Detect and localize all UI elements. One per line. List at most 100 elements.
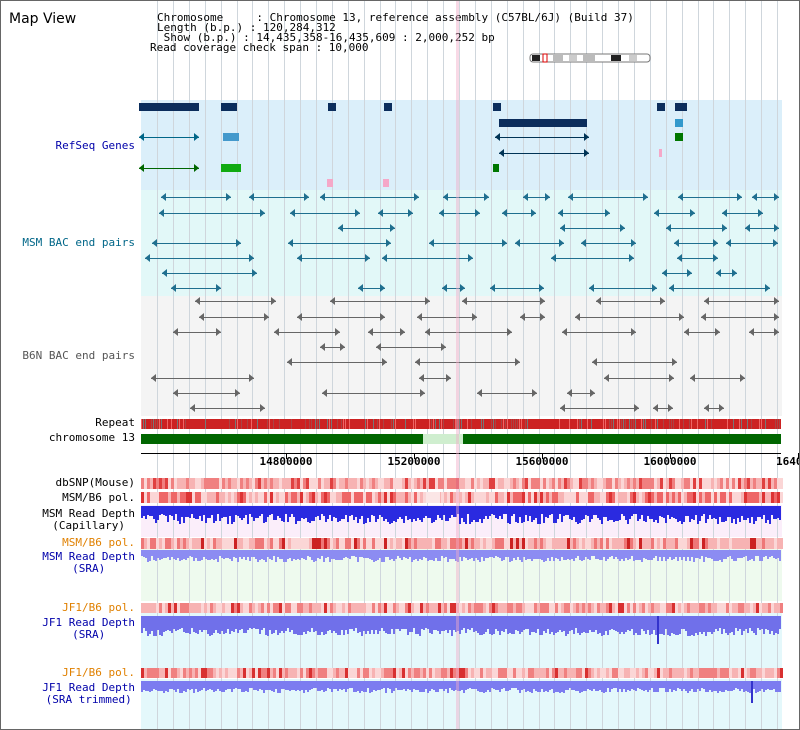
bac-end-pair[interactable] xyxy=(378,213,413,214)
gene-feature[interactable] xyxy=(221,164,241,172)
gene-feature[interactable] xyxy=(495,137,589,138)
bac-end-pair[interactable] xyxy=(726,243,778,244)
bac-end-pair[interactable] xyxy=(162,273,257,274)
gene-feature[interactable] xyxy=(139,168,199,169)
gene-feature[interactable] xyxy=(221,103,237,111)
bac-end-pair[interactable] xyxy=(288,243,391,244)
msm-b6-pol-track-1[interactable] xyxy=(141,492,783,503)
bac-end-pair[interactable] xyxy=(443,197,489,198)
bac-end-pair[interactable] xyxy=(297,258,370,259)
gene-feature[interactable] xyxy=(675,133,683,141)
bac-end-pair[interactable] xyxy=(159,213,265,214)
bac-end-pair[interactable] xyxy=(429,243,507,244)
bac-end-pair[interactable] xyxy=(171,288,221,289)
jf1-read-depth-trim-track[interactable] xyxy=(141,681,781,703)
bac-end-pair[interactable] xyxy=(249,197,309,198)
jf1-b6-pol-track-1[interactable] xyxy=(141,603,783,613)
bac-end-pair[interactable] xyxy=(701,317,779,318)
bac-end-pair[interactable] xyxy=(745,228,779,229)
bac-end-pair[interactable] xyxy=(596,301,665,302)
bac-end-pair[interactable] xyxy=(654,213,695,214)
gene-feature[interactable] xyxy=(493,164,499,172)
gene-feature[interactable] xyxy=(328,103,336,111)
bac-end-pair[interactable] xyxy=(415,362,520,363)
bac-end-pair[interactable] xyxy=(677,258,718,259)
bac-end-pair[interactable] xyxy=(575,317,684,318)
bac-end-pair[interactable] xyxy=(368,332,405,333)
bac-end-pair[interactable] xyxy=(417,317,477,318)
bac-end-pair[interactable] xyxy=(523,197,550,198)
bac-end-pair[interactable] xyxy=(520,317,545,318)
msm-read-depth-cap-track[interactable] xyxy=(141,506,781,524)
bac-end-pair[interactable] xyxy=(290,213,360,214)
bac-end-pair[interactable] xyxy=(560,228,625,229)
bac-end-pair[interactable] xyxy=(297,317,385,318)
gene-feature[interactable] xyxy=(139,137,199,138)
gene-feature[interactable] xyxy=(659,149,662,157)
gene-feature[interactable] xyxy=(384,103,392,111)
bac-end-pair[interactable] xyxy=(716,273,737,274)
bac-end-pair[interactable] xyxy=(322,393,425,394)
bac-end-pair[interactable] xyxy=(145,258,254,259)
bac-end-pair[interactable] xyxy=(195,301,276,302)
bac-end-pair[interactable] xyxy=(589,288,657,289)
bac-end-pair[interactable] xyxy=(320,347,345,348)
bac-end-pair[interactable] xyxy=(515,243,564,244)
bac-end-pair[interactable] xyxy=(653,408,673,409)
bac-end-pair[interactable] xyxy=(551,258,634,259)
bac-end-pair[interactable] xyxy=(173,393,240,394)
bac-end-pair[interactable] xyxy=(287,362,387,363)
bac-end-pair[interactable] xyxy=(678,197,742,198)
bac-end-pair[interactable] xyxy=(568,197,648,198)
bac-end-pair[interactable] xyxy=(151,378,254,379)
bac-end-pair[interactable] xyxy=(604,378,674,379)
repeat-track[interactable] xyxy=(141,419,781,429)
refseq-genes-label[interactable]: RefSeq Genes xyxy=(55,139,135,152)
bac-end-pair[interactable] xyxy=(666,228,727,229)
bac-end-pair[interactable] xyxy=(567,393,595,394)
bac-end-pair[interactable] xyxy=(382,258,473,259)
bac-end-pair[interactable] xyxy=(562,332,636,333)
bac-end-pair[interactable] xyxy=(173,332,221,333)
gene-feature[interactable] xyxy=(657,103,665,111)
gene-feature[interactable] xyxy=(493,103,501,111)
bac-end-pair[interactable] xyxy=(752,197,779,198)
bac-end-pair[interactable] xyxy=(662,273,692,274)
jf1-read-depth-sra-track[interactable] xyxy=(141,616,781,644)
bac-end-pair[interactable] xyxy=(704,301,779,302)
gene-feature[interactable] xyxy=(499,119,587,127)
bac-end-pair[interactable] xyxy=(419,378,451,379)
jf1-b6-pol-track-2[interactable] xyxy=(141,668,783,678)
chromosome-ideogram[interactable] xyxy=(529,53,651,63)
bac-end-pair[interactable] xyxy=(560,408,639,409)
bac-end-pair[interactable] xyxy=(704,408,724,409)
bac-end-pair[interactable] xyxy=(502,213,536,214)
bac-end-pair[interactable] xyxy=(490,288,544,289)
gene-feature[interactable] xyxy=(675,119,683,127)
msm-b6-pol-track-2[interactable] xyxy=(141,538,783,549)
bac-end-pair[interactable] xyxy=(581,243,636,244)
gene-feature[interactable] xyxy=(383,179,389,187)
bac-end-pair[interactable] xyxy=(722,213,763,214)
bac-end-pair[interactable] xyxy=(669,288,770,289)
bac-end-pair[interactable] xyxy=(462,301,545,302)
bac-end-pair[interactable] xyxy=(320,197,419,198)
bac-end-pair[interactable] xyxy=(749,332,779,333)
bac-end-pair[interactable] xyxy=(558,213,610,214)
b6n-bac-label[interactable]: B6N BAC end pairs xyxy=(22,349,135,362)
bac-end-pair[interactable] xyxy=(274,332,340,333)
bac-end-pair[interactable] xyxy=(376,347,446,348)
bac-end-pair[interactable] xyxy=(190,408,265,409)
bac-end-pair[interactable] xyxy=(338,228,395,229)
bac-end-pair[interactable] xyxy=(690,378,745,379)
bac-end-pair[interactable] xyxy=(199,317,269,318)
bac-end-pair[interactable] xyxy=(442,288,465,289)
msm-read-depth-sra-track[interactable] xyxy=(141,550,781,562)
bac-end-pair[interactable] xyxy=(674,243,718,244)
bac-end-pair[interactable] xyxy=(439,213,480,214)
bac-end-pair[interactable] xyxy=(477,393,537,394)
gene-feature[interactable] xyxy=(327,179,333,187)
msm-bac-label[interactable]: MSM BAC end pairs xyxy=(22,236,135,249)
gene-feature[interactable] xyxy=(499,153,589,154)
bac-end-pair[interactable] xyxy=(152,243,241,244)
